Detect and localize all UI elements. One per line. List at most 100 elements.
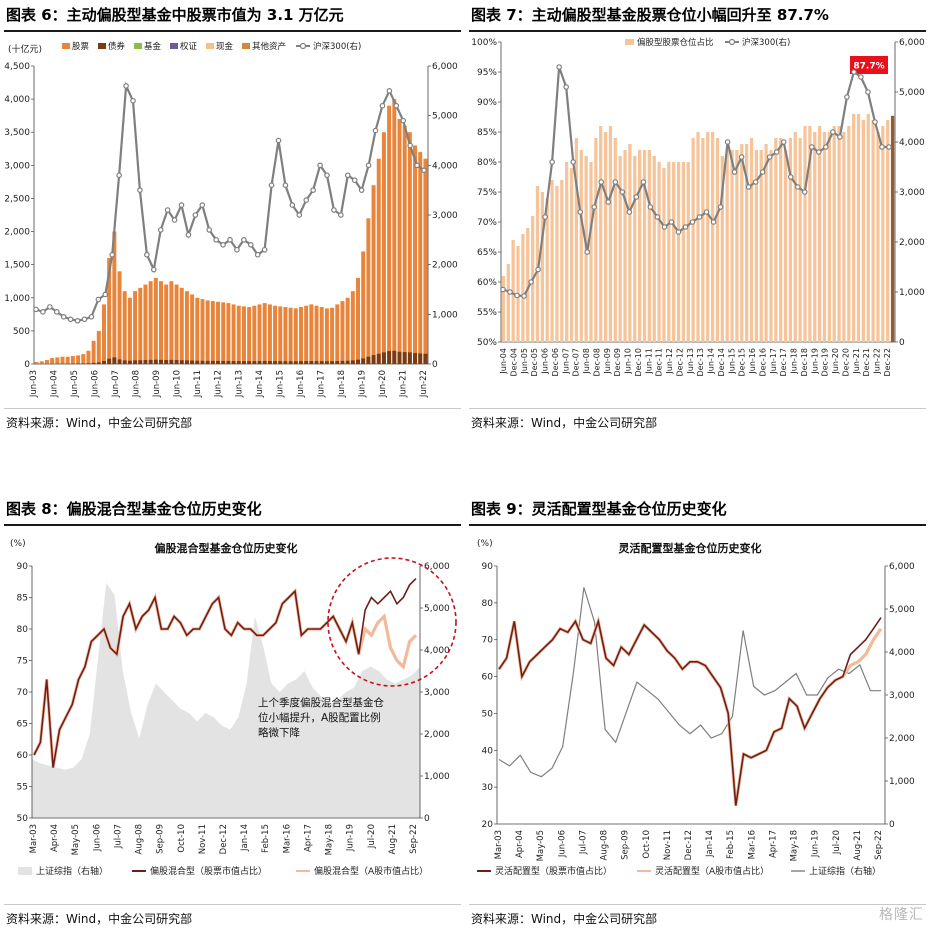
fig6-bar-stock [413,145,418,364]
fig6-bar-stock [96,330,101,364]
fig6-bar-bond [413,353,418,364]
fig7-bar [847,126,851,342]
fig9-ytick-left: 30 [482,783,494,793]
fig7-index-point [745,184,752,190]
fig6-bar-stock [200,299,205,364]
fig7-index-point [724,139,731,145]
fig6-bar-stock [397,118,402,364]
fig6-index-point [220,242,226,248]
panel-fig9: 图表 9：灵活配置型基金仓位历史变化 (%) 灵活配置型基金仓位历史变化 20 30 4… [465,494,930,928]
fig6-bar-stock [210,301,215,364]
fig7-ytick-left: 90% [477,98,497,108]
fig7-index-point [844,94,850,100]
fig7-index-point [703,209,710,215]
fig6-series-index-line [35,81,425,322]
fig6-index-point [372,127,379,134]
fig7-ytick-right: 5,000 [899,88,925,98]
fig9-xtick: Aug-08 [600,830,610,860]
fig8-xtick: Nov-11 [198,824,208,854]
fig6-bar-bond [159,359,164,364]
fig6-bar-bond [273,361,278,364]
fig6-bar-bond [314,361,319,364]
fig6-ytick-right: 1,000 [432,310,458,320]
fig6-xtick: Jun-13 [234,370,244,398]
fig7-xtick: Jun-06 [541,348,550,375]
fig6-ytick-right: 3,000 [432,211,458,221]
fig6-ytick-right: 4,000 [432,161,458,171]
fig8-ytick-left: 80 [17,625,29,635]
fig6-bar-stock [314,305,319,364]
fig8-ytick-right: 3,000 [424,688,450,698]
fig6-legend-swatch [98,43,106,49]
fig6-bar-stock [402,125,407,364]
fig8-annotation-line: 位小幅提升，A股配置比例 [258,711,381,724]
fig6-bar-bond [304,361,309,364]
fig6-bar-stock [267,304,272,364]
fig7-index-point [872,119,878,125]
fig6-bar-bond [309,361,314,364]
fig7-bar [662,168,666,342]
fig7-xtick: Jun-19 [810,348,819,375]
fig6-bar-bond [252,361,257,364]
fig7-bar [696,132,700,342]
fig8-title: 图表 8：偏股混合型基金仓位历史变化 [6,500,262,518]
fig8-xtick: Apr-17 [303,824,313,852]
fig7-index-point [752,179,759,185]
fig6-bar-stock [44,360,49,364]
fig6-bar-bond [241,361,246,364]
fig8-chart-title: 偏股混合型基金仓位历史变化 [155,541,298,555]
fig6-bar-stock [376,158,381,364]
fig6-bar-bond [402,352,407,364]
fig6-bar-bond [117,359,122,364]
fig8-annotation-line: 略微下降 [258,726,300,739]
fig7-bar [628,144,632,342]
fig8-xtick: Sep-09 [156,824,166,854]
fig6-bar-bond [371,355,376,364]
fig6-bar-stock [319,307,324,364]
fig6-xtick: Jun-15 [275,370,285,398]
fig7-ytick-left: 100% [471,38,497,48]
fig7-index-point [626,209,633,215]
fig6-bar-stock [169,281,174,364]
fig6-bar-bond [127,360,132,364]
fig6-index-point [157,227,164,233]
fig6-bar-stock [392,99,397,364]
fig6-bar-bond [387,351,392,364]
fig7-bar [589,162,593,342]
fig6-bar-stock [55,357,60,364]
fig6-bar-stock [356,277,361,364]
fig6-xtick: Jun-12 [214,370,224,398]
fig6-xtick: Jun-18 [337,370,347,398]
fig7-bar [501,276,506,342]
fig8-xtick: Aug-21 [388,824,398,854]
fig7-ytick-right: 3,000 [899,188,925,198]
fig9-chart: (%) 灵活配置型基金仓位历史变化 20 30 40 50 60 70 80 90 0 1,000 2,… [477,539,915,877]
fig6-index-point [234,246,240,253]
fig6-bar-bond [221,360,226,364]
panel-fig6: 图表 6：主动偏股型基金中股票市值为 3.1 万亿元 (十亿元) 股票 债券 基金 权证… [0,0,465,440]
fig6-bar-stock [236,305,241,364]
fig6-index-point [199,202,206,208]
fig6-bar-stock [387,105,392,364]
fig7-bar [618,156,622,342]
fig6-index-point [33,306,39,313]
fig6-index-point [393,102,400,109]
fig6-xtick: Jun-19 [357,370,367,398]
fig9-xtick: Apr-04 [515,830,525,858]
fig6-index-point [178,202,185,208]
fig7-xtick: Jun-07 [561,348,570,375]
fig7-ytick-right: 0 [899,338,905,348]
fig7-ytick-right: 1,000 [899,288,925,298]
fig7-xtick: Dec-14 [717,348,726,377]
fig9-chart-title: 灵活配置型基金仓位历史变化 [619,541,762,555]
fig7-xtick: Dec-19 [821,348,830,377]
watermark-logo: 格隆汇 [879,907,924,923]
fig7-bar [540,192,544,342]
fig6-index-point [296,212,303,218]
fig7-ytick-left: 80% [477,158,497,168]
fig9-xtick: Jun-19 [811,830,821,858]
fig6-index-point [338,212,344,218]
fig8-annotation-line: 上个季度偏股混合型基金仓 [258,696,384,709]
fig6-ytick-left: 1,500 [4,261,30,271]
fig8-source-rule [4,904,461,905]
